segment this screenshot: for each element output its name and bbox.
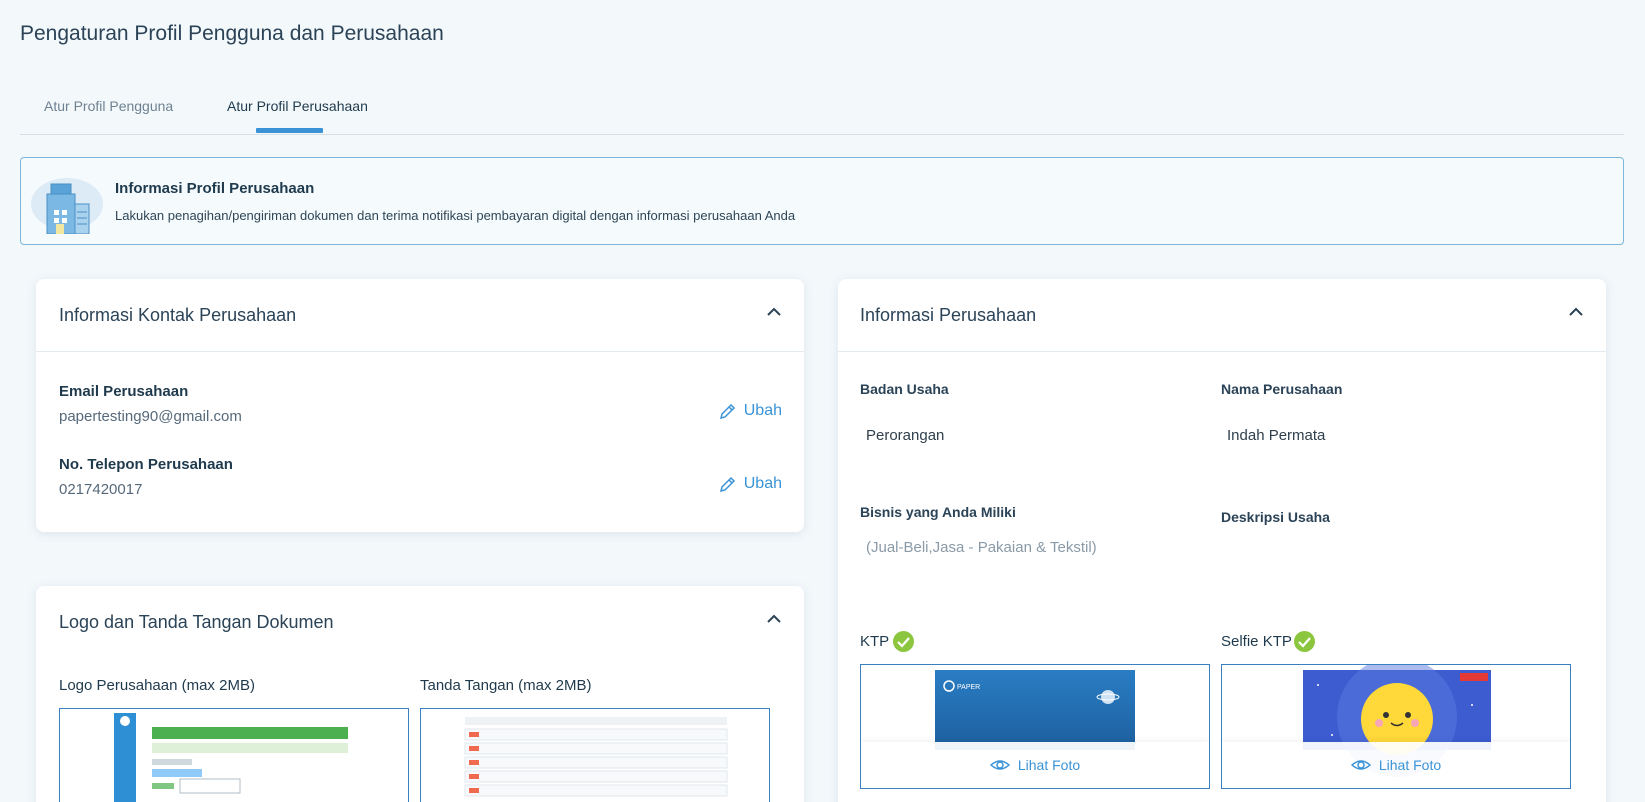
business-entity-value: Perorangan (866, 427, 945, 444)
contact-card-title: Informasi Kontak Perusahaan (59, 305, 297, 325)
signature-preview-image (464, 715, 728, 802)
logo-signature-card: Logo dan Tanda Tangan Dokumen Logo Perus… (36, 586, 804, 802)
tab-user-profile[interactable]: Atur Profil Pengguna (44, 98, 174, 114)
company-card-title: Informasi Perusahaan (860, 305, 1037, 325)
email-value: papertesting90@gmail.com (59, 408, 242, 425)
selfie-view-photo-label: Lihat Foto (1378, 757, 1442, 773)
chevron-up-icon[interactable] (764, 305, 784, 319)
edit-phone-label: Ubah (743, 475, 782, 492)
tab-company-profile[interactable]: Atur Profil Perusahaan (227, 98, 368, 114)
business-entity-label: Badan Usaha (860, 381, 949, 397)
logo-card-title: Logo dan Tanda Tangan Dokumen (59, 612, 334, 632)
company-name-value: Indah Permata (1227, 427, 1326, 444)
ktp-verified-icon (893, 631, 914, 652)
banner-title: Informasi Profil Perusahaan (115, 180, 315, 197)
eye-icon (1350, 760, 1371, 770)
pencil-icon (719, 403, 735, 420)
chevron-up-icon[interactable] (764, 612, 784, 626)
selfie-view-photo-button[interactable]: Lihat Foto (1222, 742, 1570, 788)
ktp-view-photo-label: Lihat Foto (1017, 757, 1081, 773)
company-logo-label: Logo Perusahaan (max 2MB) (59, 677, 255, 694)
selfie-ktp-label: Selfie KTP (1221, 633, 1292, 650)
business-type-value: (Jual-Beli,Jasa - Pakaian & Tekstil) (866, 539, 1097, 556)
ktp-photo-text: PAPER (957, 684, 980, 691)
phone-label: No. Telepon Perusahaan (59, 456, 233, 473)
company-name-label: Nama Perusahaan (1221, 381, 1343, 397)
eye-icon (989, 760, 1010, 770)
business-type-label: Bisnis yang Anda Miliki (860, 504, 1016, 520)
contact-info-card: Informasi Kontak Perusahaan Email Perusa… (36, 279, 804, 532)
ktp-label: KTP (860, 633, 890, 650)
tab-bar: Atur Profil Pengguna Atur Profil Perusah… (20, 88, 1624, 135)
contact-card-header: Informasi Kontak Perusahaan (36, 279, 804, 352)
company-info-card: Informasi Perusahaan Badan Usaha Peroran… (838, 279, 1606, 802)
edit-phone-button[interactable]: Ubah (718, 474, 782, 494)
pencil-icon (719, 476, 735, 493)
building-icon (31, 178, 103, 234)
page-title: Pengaturan Profil Pengguna dan Perusahaa… (20, 22, 444, 45)
email-label: Email Perusahaan (59, 383, 189, 400)
selfie-verified-icon (1294, 631, 1315, 652)
edit-email-label: Ubah (743, 402, 782, 419)
company-card-header: Informasi Perusahaan (838, 279, 1606, 352)
signature-thumbnail[interactable] (420, 708, 770, 802)
edit-email-button[interactable]: Ubah (718, 401, 782, 421)
logo-card-header: Logo dan Tanda Tangan Dokumen (36, 586, 804, 656)
active-tab-indicator (256, 128, 323, 133)
logo-preview-image (114, 713, 354, 802)
info-banner: Informasi Profil Perusahaan Lakukan pena… (20, 157, 1624, 245)
chevron-up-icon[interactable] (1566, 305, 1586, 319)
ktp-photo-image: PAPER (935, 670, 1135, 750)
selfie-ktp-photo-box: Lihat Foto (1221, 664, 1571, 789)
phone-value: 0217420017 (59, 481, 143, 498)
banner-description: Lakukan penagihan/pengiriman dokumen dan… (115, 208, 796, 223)
ktp-photo-box: PAPER Lihat Foto (860, 664, 1210, 789)
company-logo-thumbnail[interactable] (59, 708, 409, 802)
business-description-label: Deskripsi Usaha (1221, 509, 1330, 525)
signature-label: Tanda Tangan (max 2MB) (420, 677, 592, 694)
ktp-view-photo-button[interactable]: Lihat Foto (861, 742, 1209, 788)
